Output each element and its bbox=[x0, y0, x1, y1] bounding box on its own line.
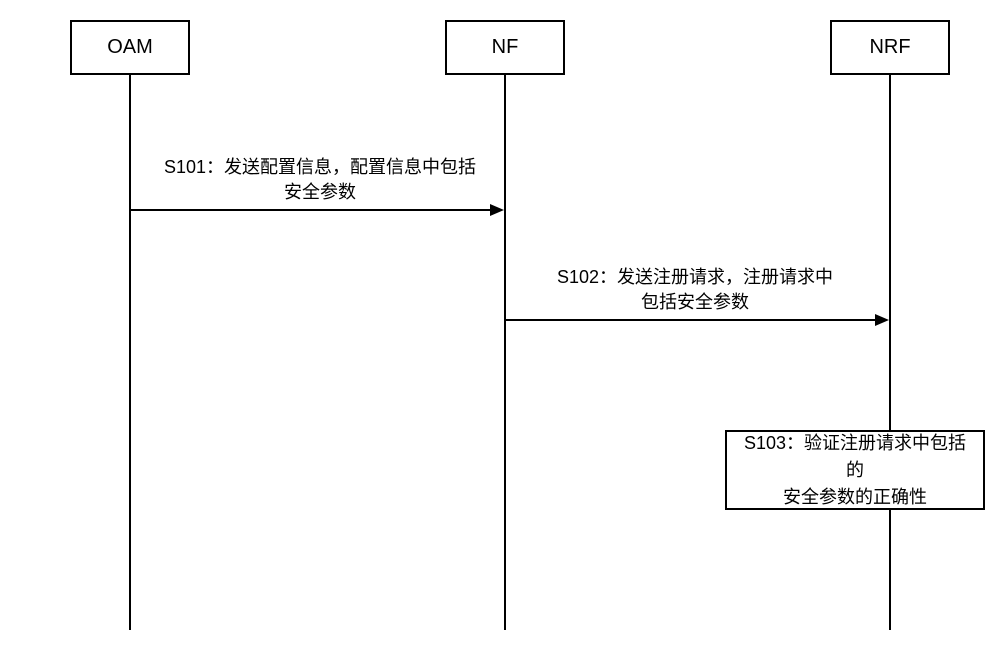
participant-oam: OAM bbox=[70, 20, 190, 75]
message-s102-line2: 包括安全参数 bbox=[641, 292, 749, 312]
participant-nrf: NRF bbox=[830, 20, 950, 75]
message-s102-arrow bbox=[506, 319, 876, 321]
activity-s103-line1: S103：验证注册请求中包括的 bbox=[744, 433, 966, 480]
message-s101-line2: 安全参数 bbox=[284, 182, 356, 202]
message-s101-line1: S101：发送配置信息，配置信息中包括 bbox=[164, 157, 476, 177]
activity-s103: S103：验证注册请求中包括的 安全参数的正确性 bbox=[725, 430, 985, 510]
participant-nf-label: NF bbox=[492, 36, 519, 59]
message-s101-arrowhead bbox=[490, 204, 504, 216]
participant-nf: NF bbox=[445, 20, 565, 75]
message-s102-line1: S102：发送注册请求，注册请求中 bbox=[557, 267, 833, 287]
lifeline-nf bbox=[504, 75, 506, 630]
message-s102-label: S102：发送注册请求，注册请求中 包括安全参数 bbox=[535, 265, 855, 315]
participant-nrf-label: NRF bbox=[869, 36, 910, 59]
participant-oam-label: OAM bbox=[107, 36, 153, 59]
lifeline-oam bbox=[129, 75, 131, 630]
message-s102-arrowhead bbox=[875, 314, 889, 326]
message-s101-label: S101：发送配置信息，配置信息中包括 安全参数 bbox=[150, 155, 490, 205]
activity-s103-line2: 安全参数的正确性 bbox=[783, 487, 927, 507]
message-s101-arrow bbox=[131, 209, 491, 211]
lifeline-nrf bbox=[889, 75, 891, 630]
